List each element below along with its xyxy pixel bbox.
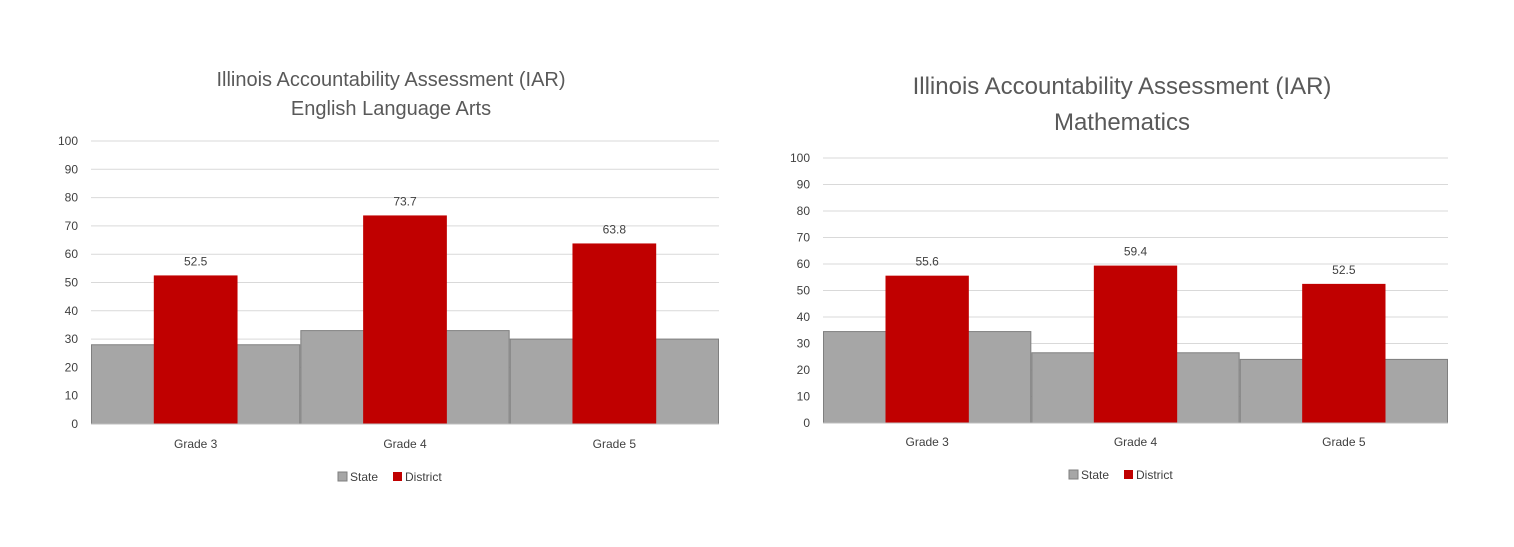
bar-district-1 (153, 275, 238, 424)
x-tick-label: Grade 5 (1322, 435, 1366, 449)
chart-math-legend: State District (1068, 468, 1173, 482)
bar-district-2 (363, 215, 447, 424)
chart-ela-title-line2: English Language Arts (291, 98, 491, 120)
bar-district-3 (572, 243, 657, 424)
legend-district-swatch (1124, 470, 1133, 479)
y-tick-label: 10 (65, 389, 79, 403)
y-tick-label: 60 (65, 247, 79, 261)
y-tick-label: 30 (65, 332, 79, 346)
data-label-district-3: 63.8 (603, 222, 627, 236)
chart-ela-plot: 0 10 20 30 40 50 60 70 80 90 100 52.5 73.7 63.8 Grade … (58, 134, 719, 451)
x-tick-label: Grade 3 (174, 437, 218, 451)
chart-math: Illinois Accountability Assessment (IAR)… (790, 73, 1448, 482)
y-tick-label: 40 (797, 310, 811, 324)
legend-state-swatch (337, 471, 348, 482)
data-label-district-1: 52.5 (184, 254, 208, 268)
y-tick-label: 80 (65, 191, 79, 205)
legend-state-swatch (1068, 469, 1079, 480)
y-tick-label: 90 (65, 162, 79, 176)
y-tick-label: 30 (797, 337, 811, 351)
legend-state-label: State (1081, 468, 1109, 482)
bar-district-2 (1093, 265, 1178, 423)
legend-state-label: State (350, 470, 378, 484)
y-tick-label: 50 (797, 284, 811, 298)
x-tick-label: Grade 3 (905, 435, 949, 449)
data-label-district-2: 73.7 (393, 194, 417, 208)
bar-district-3 (1302, 283, 1386, 423)
y-tick-label: 0 (71, 417, 78, 431)
x-tick-label: Grade 4 (383, 437, 427, 451)
data-label-district-2: 59.4 (1124, 245, 1148, 259)
chart-math-title-line2: Mathematics (1054, 109, 1190, 136)
y-tick-label: 50 (65, 276, 79, 290)
y-tick-label: 20 (65, 360, 79, 374)
chart-math-title-line1: Illinois Accountability Assessment (IAR) (913, 73, 1332, 100)
chart-ela-legend: State District (337, 470, 442, 484)
y-tick-label: 10 (797, 390, 811, 404)
chart-math-plot: 0 10 20 30 40 50 60 70 80 90 100 55.6 59.4 52.5 Grade … (790, 151, 1448, 449)
y-tick-label: 70 (797, 231, 811, 245)
data-label-district-3: 52.5 (1332, 263, 1356, 277)
y-tick-label: 90 (797, 178, 811, 192)
x-tick-label: Grade 4 (1114, 435, 1158, 449)
legend-district-label: District (1136, 468, 1173, 482)
y-tick-label: 0 (803, 416, 810, 430)
chart-ela: Illinois Accountability Assessment (IAR)… (58, 69, 719, 484)
y-tick-label: 80 (797, 204, 811, 218)
y-tick-label: 100 (790, 151, 810, 165)
chart-ela-title-line1: Illinois Accountability Assessment (IAR) (216, 69, 565, 91)
y-tick-label: 40 (65, 304, 79, 318)
legend-district-label: District (405, 470, 442, 484)
data-label-district-1: 55.6 (915, 255, 939, 269)
y-tick-label: 20 (797, 363, 811, 377)
y-tick-label: 100 (58, 134, 78, 148)
bar-district-1 (885, 275, 969, 423)
legend-district-swatch (393, 472, 402, 481)
y-tick-label: 60 (797, 257, 811, 271)
y-tick-label: 70 (65, 219, 79, 233)
x-tick-label: Grade 5 (593, 437, 637, 451)
